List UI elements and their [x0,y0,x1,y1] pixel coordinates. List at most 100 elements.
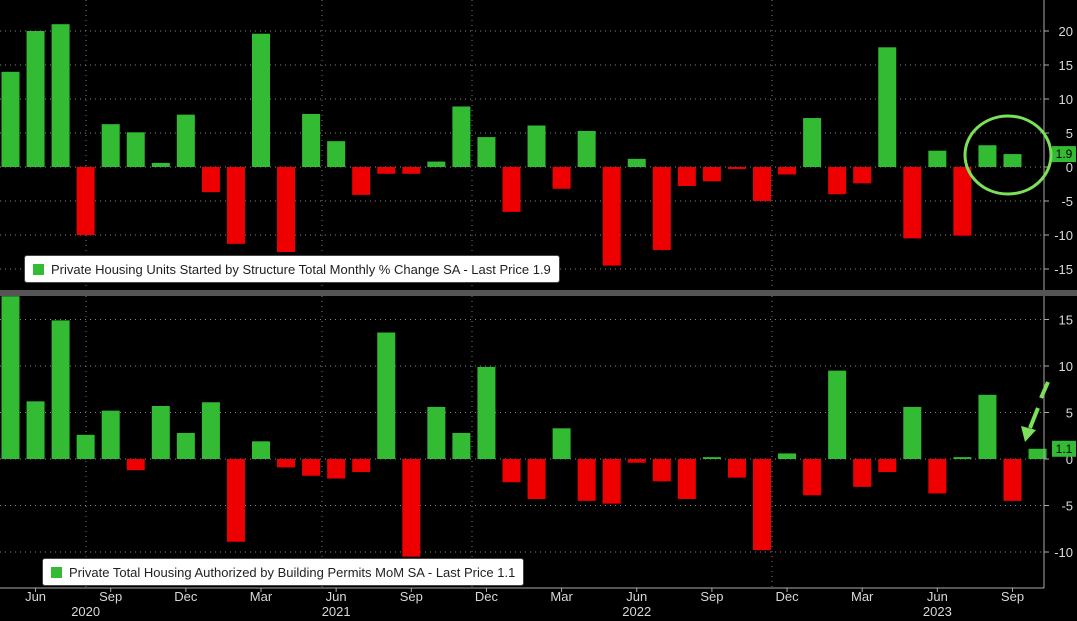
starts-y-tick-label: -10 [1054,228,1073,243]
permits-y-tick-label: 15 [1059,313,1073,328]
permits-bar [903,406,922,459]
starts-y-tick-label: 15 [1059,58,1073,73]
x-tick-label: Mar [851,589,874,604]
permits-bar [452,432,471,459]
permits-bar [352,459,371,473]
starts-bar [151,162,170,167]
permits-bar [552,428,571,459]
x-tick-label: Sep [1001,589,1024,604]
starts-bar [928,150,947,167]
starts-bar [51,24,70,168]
arrow-head [1021,426,1036,442]
x-tick-label: Mar [250,589,273,604]
starts-bar [778,167,797,175]
starts-bar [201,167,220,193]
x-tick-label: Mar [550,589,573,604]
x-tick-label: Sep [99,589,122,604]
permits-bar [577,459,596,501]
permits-bar [803,459,822,496]
x-tick-label: Jun [626,589,647,604]
permits-bar [176,432,195,459]
permits-bar [878,459,897,473]
starts-legend-label: Private Housing Units Started by Structu… [51,261,551,277]
starts-bar [76,167,95,235]
starts-bar [26,31,45,167]
permits-y-tick-label: 5 [1066,406,1073,421]
starts-bar [953,167,972,236]
permits-bar [727,459,746,478]
x-tick-label: Sep [700,589,723,604]
starts-bar [1,71,20,167]
permits-bar [101,410,120,459]
starts-bar [853,167,872,184]
permits-bar [377,332,396,459]
starts-legend-swatch [33,263,44,275]
starts-bar [878,47,897,167]
permits-bar [51,320,70,459]
permits-y-tick-label: 10 [1059,359,1073,374]
arrow-dash [1028,407,1040,429]
permits-bar [277,459,296,468]
permits-bar [853,459,872,487]
starts-bar [602,167,621,266]
starts-bar [277,167,296,252]
permits-bar [302,459,321,476]
starts-bar [302,113,321,167]
permits-panel: 15 10 5 0 -5 -10 1.1 [0,296,1076,588]
permits-bar [226,459,245,542]
starts-bar [527,125,546,167]
x-tick-label: Dec [174,589,198,604]
x-year-label: 2023 [923,604,952,619]
permits-bar [753,459,771,551]
x-tick-label: Sep [400,589,423,604]
permits-bar [126,459,145,471]
starts-bar [1003,154,1022,167]
permits-bar [627,459,646,463]
starts-bar [477,137,496,167]
starts-y-tick-label: 20 [1059,24,1073,39]
permits-bar [928,459,947,494]
starts-bar [377,167,396,174]
starts-bar [126,132,145,167]
permits-bar [76,434,95,459]
starts-y-tick-label: 10 [1059,92,1073,107]
permits-bar [527,459,546,499]
x-tick-label: Jun [326,589,347,604]
annotations [963,114,1053,442]
permits-bar [327,459,346,479]
x-year-label: 2022 [622,604,651,619]
permits-last-price-box [1052,440,1076,457]
permits-last-price-label: 1.1 [1056,442,1073,456]
starts-bar [978,145,997,167]
permits-legend-swatch [51,566,62,578]
starts-bar [803,118,822,167]
starts-bar [101,124,120,167]
starts-y-tick-label: -5 [1061,194,1073,209]
starts-panel: 20 15 10 5 0 -5 -10 -15 1.9 [0,0,1076,290]
starts-bar [176,114,195,167]
permits-bar [978,394,997,459]
starts-bar [452,106,471,167]
starts-bar [577,130,596,167]
permits-bar [953,457,972,459]
x-tick-label: Dec [475,589,499,604]
highlight-circle [963,114,1053,196]
starts-y-tick-label: 0 [1066,160,1073,175]
x-tick-label: Dec [775,589,799,604]
permits-bar [427,406,446,459]
starts-bar [226,167,245,244]
starts-bar [903,167,922,239]
starts-bar [552,167,571,189]
starts-legend: Private Housing Units Started by Structu… [24,255,560,283]
permits-bar [477,366,496,459]
permits-bar [702,457,721,459]
permits-bar [201,402,220,459]
permits-bar [652,459,671,482]
permits-legend: Private Total Housing Authorized by Buil… [42,558,525,586]
permits-y-tick-label: -5 [1061,499,1073,514]
permits-y-tick-label: -10 [1054,545,1073,560]
starts-bar [652,167,671,250]
starts-y-tick-label: -15 [1054,262,1073,277]
starts-last-price-box [1052,146,1076,163]
